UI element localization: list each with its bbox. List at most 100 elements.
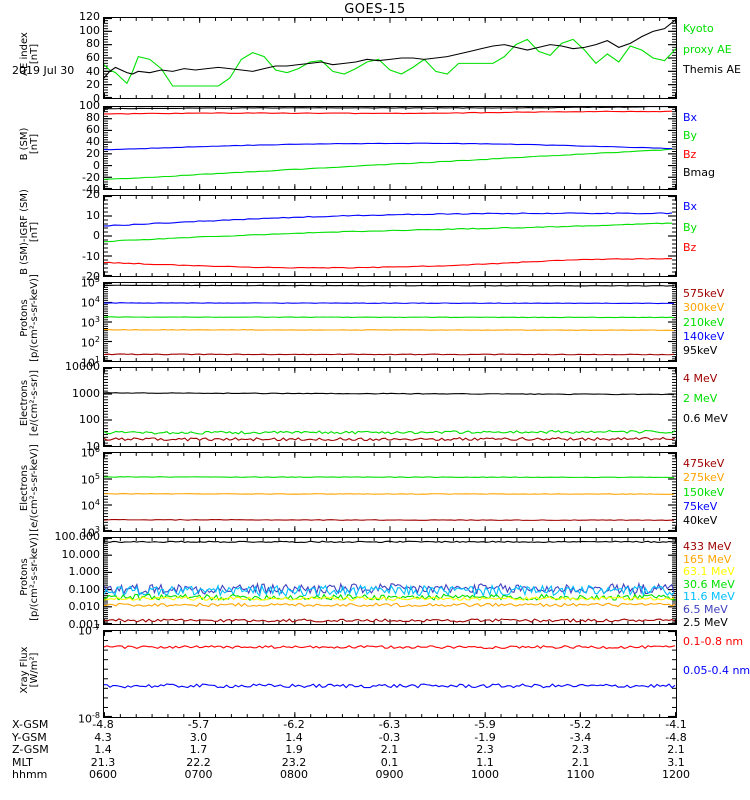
axis-tick-value: -5.7	[187, 718, 210, 731]
legend-ae-index: Kyoto proxy AE Themis AE	[683, 23, 741, 85]
y-tick-label: 101	[80, 355, 100, 370]
plot-panel-electrons-mev	[103, 367, 677, 447]
legend-item: 140keV	[683, 329, 725, 343]
y-tick-label: 1000	[72, 386, 100, 400]
axis-tick-value: 1.4	[285, 730, 303, 744]
y-tick-labels-protons-high: 0.001 0.010 0.100 1.000 10.000 100.000	[54, 531, 101, 630]
axis-tick-value: 21.3	[90, 755, 116, 769]
page-title: GOES-15	[344, 2, 406, 17]
axis-tick-value: 3.1	[667, 755, 685, 769]
axis-tick-value: -1.9	[474, 730, 496, 744]
axis-tick-value: 3.0	[189, 730, 208, 744]
legend-item: 6.5 MeV	[683, 602, 728, 616]
axis-tick-value: 2.3	[571, 743, 590, 757]
legend-item: 433 MeV	[683, 540, 732, 553]
y-tick-label: 106	[80, 445, 100, 460]
axis-tick-value: 0600	[89, 768, 117, 782]
y-tick-label: 104	[80, 498, 100, 513]
axis-tick-value: 1.4	[94, 743, 112, 757]
y-tick-labels-xray-flux: 10-8 10-7	[54, 624, 100, 725]
y-tick-label: -10	[82, 249, 100, 263]
date-label: 2019 Jul 30	[12, 64, 75, 77]
axis-tick-value: 0.1	[380, 755, 399, 769]
legend-item: 0.1-0.8 nm	[683, 635, 744, 648]
y-tick-label: 20	[86, 78, 100, 92]
legend-item: By	[683, 220, 698, 234]
y-tick-label: 10	[86, 208, 100, 222]
legend-electrons-kev: 475keV 275keV 150keV 75keV 40keV	[683, 458, 724, 529]
y-tick-label: 120	[79, 10, 100, 23]
y-tick-labels-protons-low: 101 102 103 104 105	[54, 276, 100, 369]
axis-tick-value: -4.1	[665, 718, 687, 731]
axis-tick-value: 23.2	[281, 755, 307, 769]
y-tick-label: 103	[80, 525, 100, 540]
axis-row-mlt: MLT 21.3 22.2 23.2 0.1 1.1 2.1 3.1	[0, 756, 750, 769]
y-tick-labels-electrons-mev: 10 100 1000 10000	[54, 361, 100, 452]
legend-item: 0.6 MeV	[683, 412, 728, 425]
axis-row-x-gsm: X-GSM -4.8 -5.7 -6.2 -6.3 -5.9 -5.2 -4.1	[0, 718, 750, 731]
legend-protons-low: 575keV 300keV 210keV 140keV 95keV	[683, 288, 724, 359]
legend-item: 150keV	[683, 485, 725, 499]
y-tick-labels-ae-index: 0 20 40 60 80 100 120	[54, 11, 100, 104]
y-tick-label: 1.000	[68, 565, 101, 579]
axis-tick-value: 0700	[184, 768, 213, 782]
axis-tick-value: 22.2	[186, 755, 211, 769]
axis-tick-value: 1.1	[476, 755, 494, 769]
axis-tick-value: 1.9	[285, 743, 303, 757]
y-tick-label: 10.000	[61, 547, 101, 561]
axis-tick-value: 2.3	[476, 743, 494, 757]
legend-item: 300keV	[683, 301, 725, 315]
y-tick-label: 0.100	[68, 582, 101, 596]
y-tick-label: 0.010	[68, 600, 101, 614]
legend-item: 63.1 MeV	[683, 565, 735, 579]
axis-tick-value: 1100	[566, 768, 595, 782]
axis-tick-value: 0800	[280, 768, 308, 782]
axis-row-label: MLT	[12, 755, 33, 769]
legend-item: 0.05-0.4 nm	[683, 664, 750, 678]
y-tick-labels-b-sm: -40 -20 0 20 40 60 80 100	[54, 100, 100, 195]
axis-tick-value: -5.2	[569, 718, 592, 731]
y-tick-label: 60	[86, 51, 100, 64]
legend-item: Bx	[683, 111, 698, 124]
legend-item: 575keV	[683, 287, 725, 300]
axis-tick-value: -6.2	[283, 718, 305, 731]
legend-item: 40keV	[683, 514, 718, 528]
legend-item: 165 MeV	[683, 552, 732, 566]
y-tick-label: 100	[79, 99, 100, 112]
y-tick-label: 0	[93, 92, 100, 105]
legend-item: 475keV	[683, 457, 725, 470]
y-tick-label: 10-8	[78, 711, 100, 726]
legend-xray-flux: 0.1-0.8 nm 0.05-0.4 nm	[683, 636, 750, 695]
axis-row-label: Y-GSM	[12, 730, 47, 744]
legend-item: 30.6 MeV	[683, 577, 735, 591]
axis-tick-value: 2.1	[571, 755, 590, 769]
axis-tick-value: 2.1	[667, 743, 685, 757]
legend-item: 95keV	[683, 344, 718, 358]
plot-panel-protons-high	[103, 537, 677, 625]
axis-tick-value: -4.8	[665, 730, 687, 744]
axis-tick-value: 1.7	[189, 743, 208, 757]
legend-electrons-mev: 4 MeV 2 MeV 0.6 MeV	[683, 373, 728, 433]
legend-b-sm: Bx By Bz Bmag	[683, 112, 715, 185]
plot-panel-protons-low	[103, 282, 677, 362]
y-tick-label: 0	[93, 159, 100, 172]
plot-panel-b-sm	[103, 106, 677, 190]
axis-row-label: X-GSM	[12, 718, 49, 731]
legend-item: 75keV	[683, 499, 718, 513]
axis-tick-value: 2.1	[380, 743, 399, 757]
legend-item: Bx	[683, 200, 698, 213]
axis-tick-value: -4.8	[92, 718, 114, 731]
axis-tick-value: -3.4	[569, 730, 592, 744]
axis-tick-value: 1000	[471, 768, 499, 782]
axis-tick-value: 1200	[662, 768, 690, 782]
y-tick-label: -40	[82, 183, 100, 196]
y-tick-label: 80	[86, 37, 100, 51]
y-tick-label: 20	[86, 188, 100, 201]
y-tick-label: 20	[86, 147, 100, 160]
y-tick-label: 40	[86, 135, 100, 148]
y-tick-labels-b-sm-minus-igrf: -20 -10 0 10 20	[54, 189, 100, 282]
axis-tick-value: -0.3	[378, 730, 401, 744]
legend-item: 4 MeV	[683, 372, 718, 385]
x-axis-annotations: X-GSM -4.8 -5.7 -6.2 -6.3 -5.9 -5.2 -4.1 Y-GSM 4.…	[0, 718, 750, 781]
